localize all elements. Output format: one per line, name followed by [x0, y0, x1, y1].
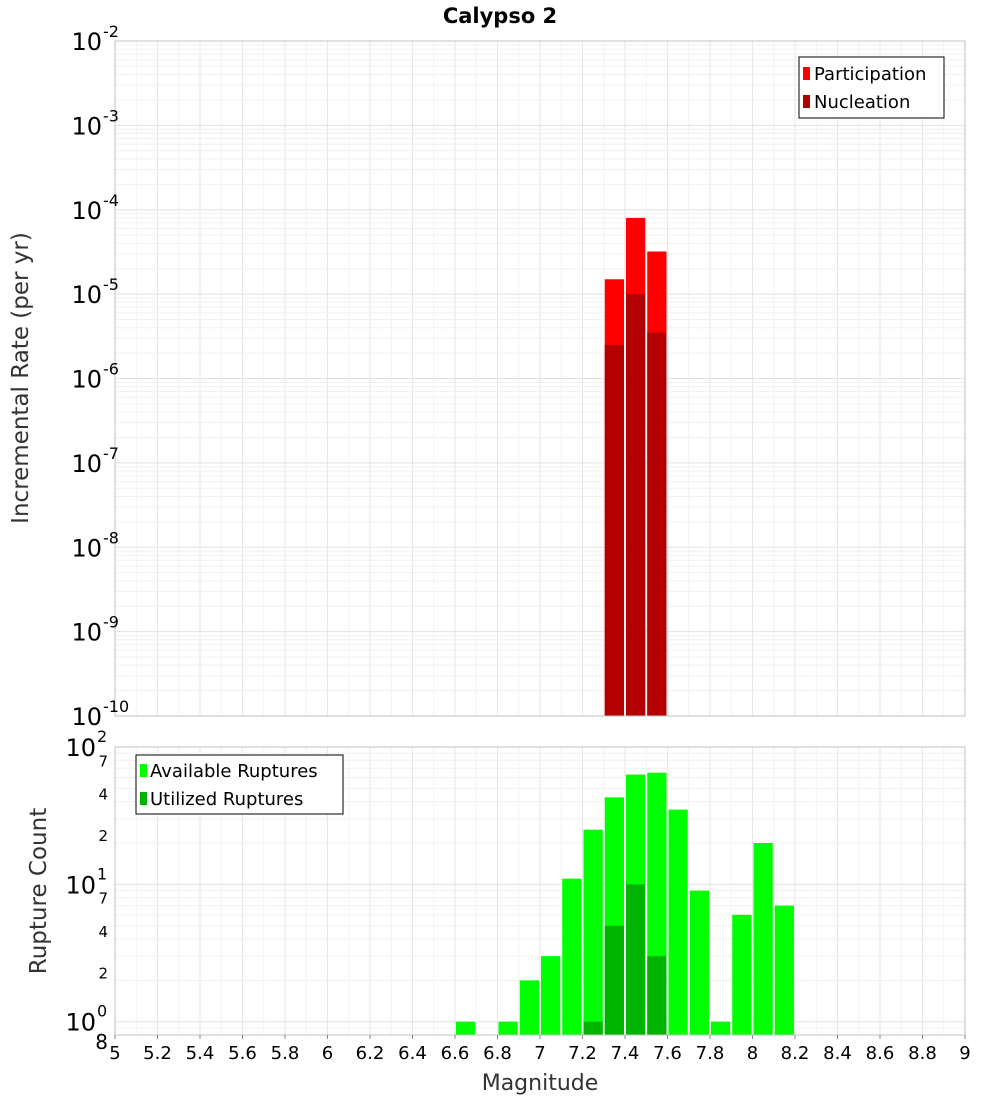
- x-tick-label: 8.2: [781, 1043, 810, 1064]
- available-ruptures-bar: [541, 956, 561, 1035]
- top-y-tick-label: 10: [71, 619, 102, 647]
- top-y-tick-exponent: -6: [103, 360, 119, 379]
- bottom-y-axis-label: Rupture Count: [26, 808, 52, 974]
- available-ruptures-bar: [583, 829, 603, 1035]
- x-tick-label: 7.6: [653, 1043, 682, 1064]
- legend-available-label: Available Ruptures: [150, 761, 318, 782]
- top-y-tick-label: 10: [71, 703, 102, 731]
- available-ruptures-bar: [732, 914, 752, 1035]
- utilized-ruptures-bar: [626, 884, 646, 1035]
- chart-title: Calypso 2: [443, 4, 557, 28]
- bottom-y-tick-exponent: 1: [97, 864, 107, 883]
- x-tick-label: 5.8: [271, 1043, 300, 1064]
- top-y-ticks: 10-210-310-410-510-610-710-810-910-10: [71, 22, 129, 731]
- available-ruptures-bar: [456, 1021, 476, 1035]
- top-bars: [604, 217, 667, 716]
- top-plot-frame: [114, 40, 966, 717]
- legend-nucleation-label: Nucleation: [814, 92, 910, 113]
- top-y-tick-label: 10: [71, 112, 102, 140]
- top-y-tick-exponent: -4: [103, 191, 119, 210]
- x-tick-label: 6.4: [398, 1043, 427, 1064]
- top-legend: Participation Nucleation: [798, 56, 945, 119]
- available-ruptures-bar: [753, 843, 773, 1035]
- utilized-ruptures-bar: [583, 1021, 603, 1035]
- x-tick-label: 6.8: [483, 1043, 512, 1064]
- x-tick-label: 6.6: [441, 1043, 470, 1064]
- x-tick-label: 7: [534, 1043, 545, 1064]
- legend-nucleation-swatch: [803, 95, 810, 108]
- x-tick-label: 9: [959, 1043, 970, 1064]
- bottom-y-tick-exponent: 2: [97, 727, 107, 746]
- top-y-tick-label: 10: [71, 281, 102, 309]
- legend-utilized-swatch: [140, 792, 147, 805]
- top-y-tick-exponent: -5: [103, 275, 119, 294]
- top-legend-box: [798, 56, 945, 119]
- x-tick-label: 8.6: [866, 1043, 895, 1064]
- bottom-legend: Available Ruptures Utilized Ruptures: [135, 754, 344, 815]
- x-tick-label: 8: [747, 1043, 758, 1064]
- top-y-tick-exponent: -2: [103, 22, 119, 41]
- x-tick-label: 5.6: [228, 1043, 257, 1064]
- bottom-y-tick-label: 10: [65, 734, 96, 762]
- bottom-y-tick-label: 4: [98, 923, 108, 941]
- bottom-y-tick-label: 2: [98, 964, 108, 982]
- bottom-y-tick-label: 4: [98, 786, 108, 804]
- utilized-ruptures-bar: [647, 956, 667, 1035]
- utilized-ruptures-bar: [604, 925, 624, 1035]
- bottom-y-tick-label: 7: [98, 752, 108, 770]
- top-y-tick-label: 10: [71, 197, 102, 225]
- x-tick-label: 6: [322, 1043, 333, 1064]
- available-ruptures-bar: [562, 878, 582, 1035]
- top-y-tick-label: 10: [71, 28, 102, 56]
- available-ruptures-bar: [711, 1021, 731, 1035]
- bottom-grid: [114, 746, 966, 1036]
- bottom-y-tick-label: 2: [98, 827, 108, 845]
- legend-participation-label: Participation: [814, 64, 926, 85]
- x-tick-label: 8.8: [908, 1043, 937, 1064]
- bottom-y-tick-label: 10: [65, 871, 96, 899]
- x-tick-label: 7.8: [696, 1043, 725, 1064]
- nucleation-bar: [647, 332, 667, 716]
- top-y-tick-exponent: -9: [103, 613, 119, 632]
- top-y-tick-exponent: -10: [103, 697, 129, 716]
- nucleation-bar: [604, 344, 624, 716]
- top-y-tick-label: 10: [71, 450, 102, 478]
- top-y-tick-exponent: -3: [103, 106, 119, 125]
- top-y-axis-label: Incremental Rate (per yr): [8, 232, 34, 524]
- x-tick-label: 7.2: [568, 1043, 597, 1064]
- legend-available-swatch: [140, 764, 147, 777]
- x-axis-label: Magnitude: [482, 1071, 599, 1096]
- top-y-tick-label: 10: [71, 366, 102, 394]
- x-tick-label: 8.4: [823, 1043, 852, 1064]
- x-tick-label: 5.4: [186, 1043, 215, 1064]
- legend-participation-swatch: [803, 67, 810, 80]
- bottom-y-tick-label: 7: [98, 890, 108, 908]
- x-ticks: 5 5.2 5.4 5.6 5.8 6 6.2 6.4 6.6 6.8 7 7.2 7.4 7.6 7.8 8…: [109, 1035, 971, 1064]
- nucleation-bar: [626, 294, 646, 716]
- available-ruptures-bar: [689, 890, 709, 1035]
- bottom-y-tick-label: 10: [65, 1009, 96, 1037]
- bottom-bars: [456, 772, 794, 1035]
- top-y-tick-exponent: -7: [103, 444, 119, 463]
- x-tick-label: 5: [109, 1043, 120, 1064]
- available-ruptures-bar: [774, 905, 794, 1035]
- bottom-y-tick-exponent: 0: [97, 1002, 107, 1021]
- legend-utilized-label: Utilized Ruptures: [150, 789, 303, 810]
- x-tick-label: 5.2: [143, 1043, 172, 1064]
- x-tick-label: 7.4: [611, 1043, 640, 1064]
- available-ruptures-bar: [668, 809, 688, 1035]
- top-y-tick-exponent: -8: [103, 528, 119, 547]
- top-grid: [114, 41, 966, 717]
- x-tick-label: 6.2: [356, 1043, 385, 1064]
- top-y-tick-label: 10: [71, 534, 102, 562]
- available-ruptures-bar: [498, 1021, 518, 1035]
- bottom-legend-box: [135, 754, 344, 815]
- bottom-y-tick-label: 8: [95, 1030, 108, 1054]
- available-ruptures-bar: [519, 980, 539, 1035]
